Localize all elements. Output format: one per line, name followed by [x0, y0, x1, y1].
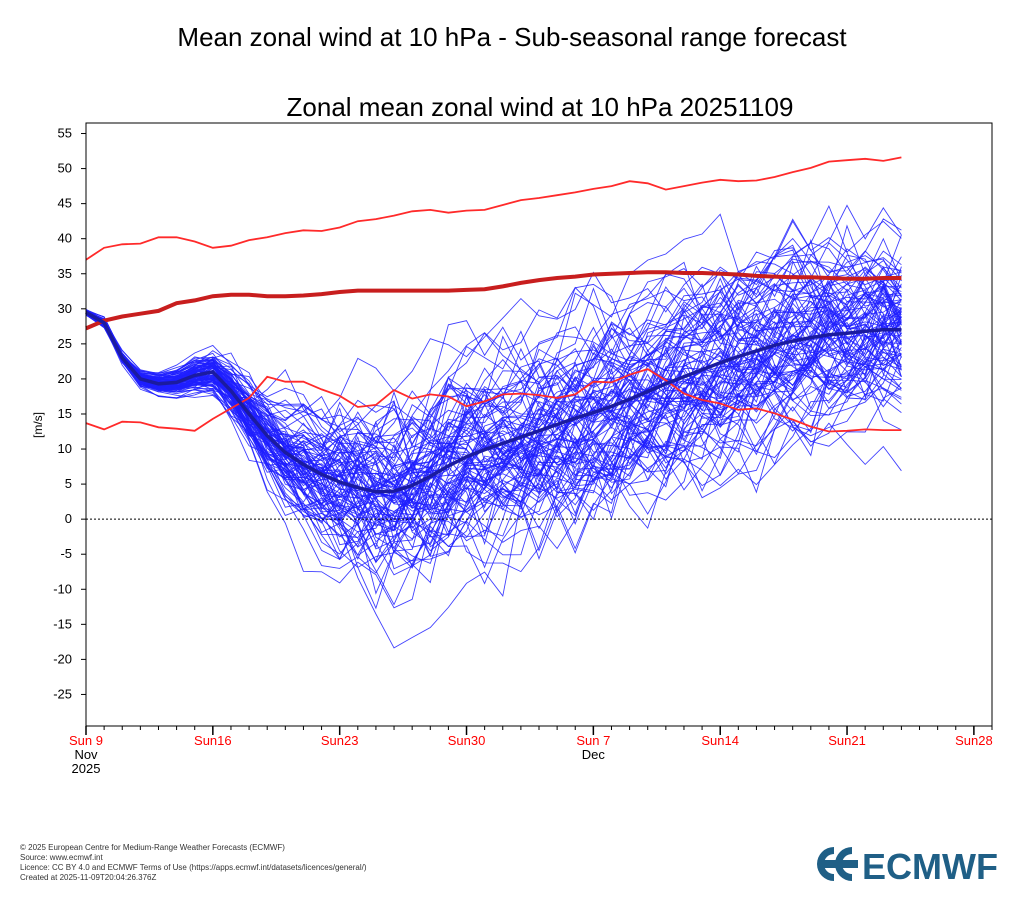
x-tick-label: Sun14	[701, 733, 739, 748]
ensemble-member-line	[85, 313, 902, 521]
ecmwf-logo-mark	[817, 847, 858, 881]
x-tick-label: Sun 7	[576, 733, 610, 748]
y-tick-label: -20	[53, 651, 72, 666]
footer-line: © 2025 European Centre for Medium-Range …	[20, 843, 285, 852]
ensemble-member-line	[85, 257, 902, 460]
y-tick-label: -10	[53, 581, 72, 596]
y-tick-label: 0	[65, 511, 72, 526]
y-tick-label: 10	[58, 441, 72, 456]
ensemble-member-line	[85, 311, 902, 506]
ensemble-member-line	[85, 261, 902, 510]
y-tick-label: 15	[58, 406, 72, 421]
zonal-wind-chart: Zonal mean zonal wind at 10 hPa 20251109…	[31, 92, 993, 776]
ensemble-member-line	[85, 313, 902, 552]
y-tick-label: 40	[58, 231, 72, 246]
ensemble-member-line	[85, 286, 902, 513]
y-tick-label: -25	[53, 686, 72, 701]
y-tick-label: 20	[58, 371, 72, 386]
x-tick-sublabel: Nov	[74, 747, 98, 762]
ensemble-member-line	[85, 311, 902, 595]
climatology-max-line	[85, 156, 902, 261]
ecmwf-logo-text: ECMWF	[862, 846, 998, 885]
x-tick-sublabel: 2025	[72, 761, 101, 776]
chart-overlays	[85, 156, 902, 494]
ensemble-mean-line	[85, 310, 902, 494]
y-tick-label: -15	[53, 616, 72, 631]
y-tick-label: 35	[58, 266, 72, 281]
ensemble-member-line	[85, 308, 902, 549]
x-tick-label: Sun30	[448, 733, 486, 748]
climatology-min-line	[85, 368, 902, 433]
ensemble-member-line	[85, 312, 902, 548]
ensemble-member-line	[85, 237, 902, 564]
footer-line: Source: www.ecmwf.int	[20, 853, 103, 862]
footer-line: Licence: CC BY 4.0 and ECMWF Terms of Us…	[20, 863, 367, 872]
climatology-mean-line	[85, 270, 902, 331]
ensemble-member-line	[85, 254, 902, 513]
x-tick-label: Sun23	[321, 733, 359, 748]
ensemble-member-line	[85, 304, 902, 649]
page-title: Mean zonal wind at 10 hPa - Sub-seasonal…	[177, 22, 847, 52]
x-tick-label: Sun16	[194, 733, 232, 748]
y-tick-label: 5	[65, 476, 72, 491]
chart-title: Zonal mean zonal wind at 10 hPa 20251109	[287, 92, 794, 122]
ensemble-member-line	[85, 204, 902, 421]
y-tick-label: 55	[58, 126, 72, 141]
ensemble-member-line	[85, 308, 902, 610]
y-tick-label: 50	[58, 161, 72, 176]
ecmwf-logo: ECMWF	[817, 846, 998, 885]
y-tick-label: 30	[58, 301, 72, 316]
y-tick-label: -5	[60, 546, 72, 561]
copyright-footer: © 2025 European Centre for Medium-Range …	[20, 843, 367, 883]
ensemble-member-line	[85, 213, 902, 460]
x-tick-sublabel: Dec	[582, 747, 606, 762]
y-tick-label: 45	[58, 196, 72, 211]
y-tick-label: 25	[58, 336, 72, 351]
ensemble-member-line	[85, 305, 902, 547]
footer-line: Created at 2025-11-09T20:04:26.376Z	[20, 873, 157, 882]
x-tick-label: Sun 9	[69, 733, 103, 748]
x-tick-label: Sun21	[828, 733, 866, 748]
ensemble-member-line	[85, 258, 902, 478]
x-tick-label: Sun28	[955, 733, 993, 748]
chart-axes: 5550454035302520151050-5-10-15-20-25Sun …	[53, 122, 993, 776]
ensemble-member-line	[85, 250, 902, 499]
ensemble-member-line	[85, 292, 902, 573]
ensemble-members	[85, 204, 902, 649]
y-axis-label: [m/s]	[31, 412, 45, 438]
